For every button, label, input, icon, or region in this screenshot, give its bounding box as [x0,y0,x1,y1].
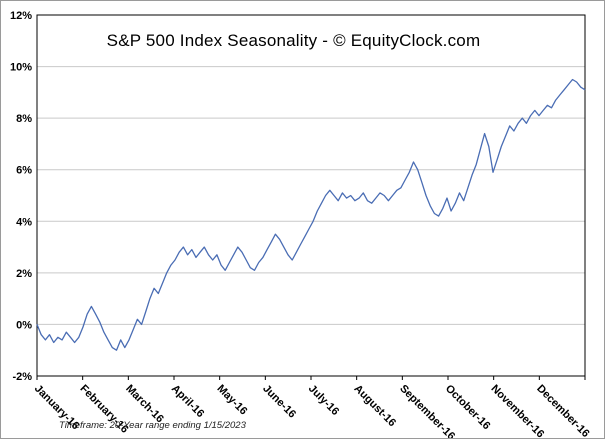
y-axis-tick-label: 6% [16,165,32,177]
chart-footnote: Timeframe: 20-Year range ending 1/15/202… [59,420,246,431]
y-axis-tick-label: 2% [16,268,32,280]
x-axis-tick-label: July-16 [306,383,341,418]
y-axis-tick-label: 0% [16,319,32,331]
chart-title: S&P 500 Index Seasonality - © EquityCloc… [106,31,481,50]
y-axis-tick-label: 4% [16,216,32,228]
plot-area-border [36,14,586,377]
x-axis-tick-label: October-16 [443,383,493,433]
x-axis-tick-label: March-16 [123,383,166,426]
x-axis-tick-label: May-16 [215,383,250,418]
x-axis-tick-label: August-16 [352,383,399,430]
y-axis-tick-label: -2% [12,371,32,383]
seasonality-line-series [36,78,586,351]
y-axis-tick-label: 8% [16,113,32,125]
x-axis-tick-label: April-16 [169,383,206,420]
x-axis-tick-label: June-16 [260,383,298,421]
y-axis-tick-label: 12% [10,10,32,22]
y-axis-tick-label: 10% [10,62,32,74]
